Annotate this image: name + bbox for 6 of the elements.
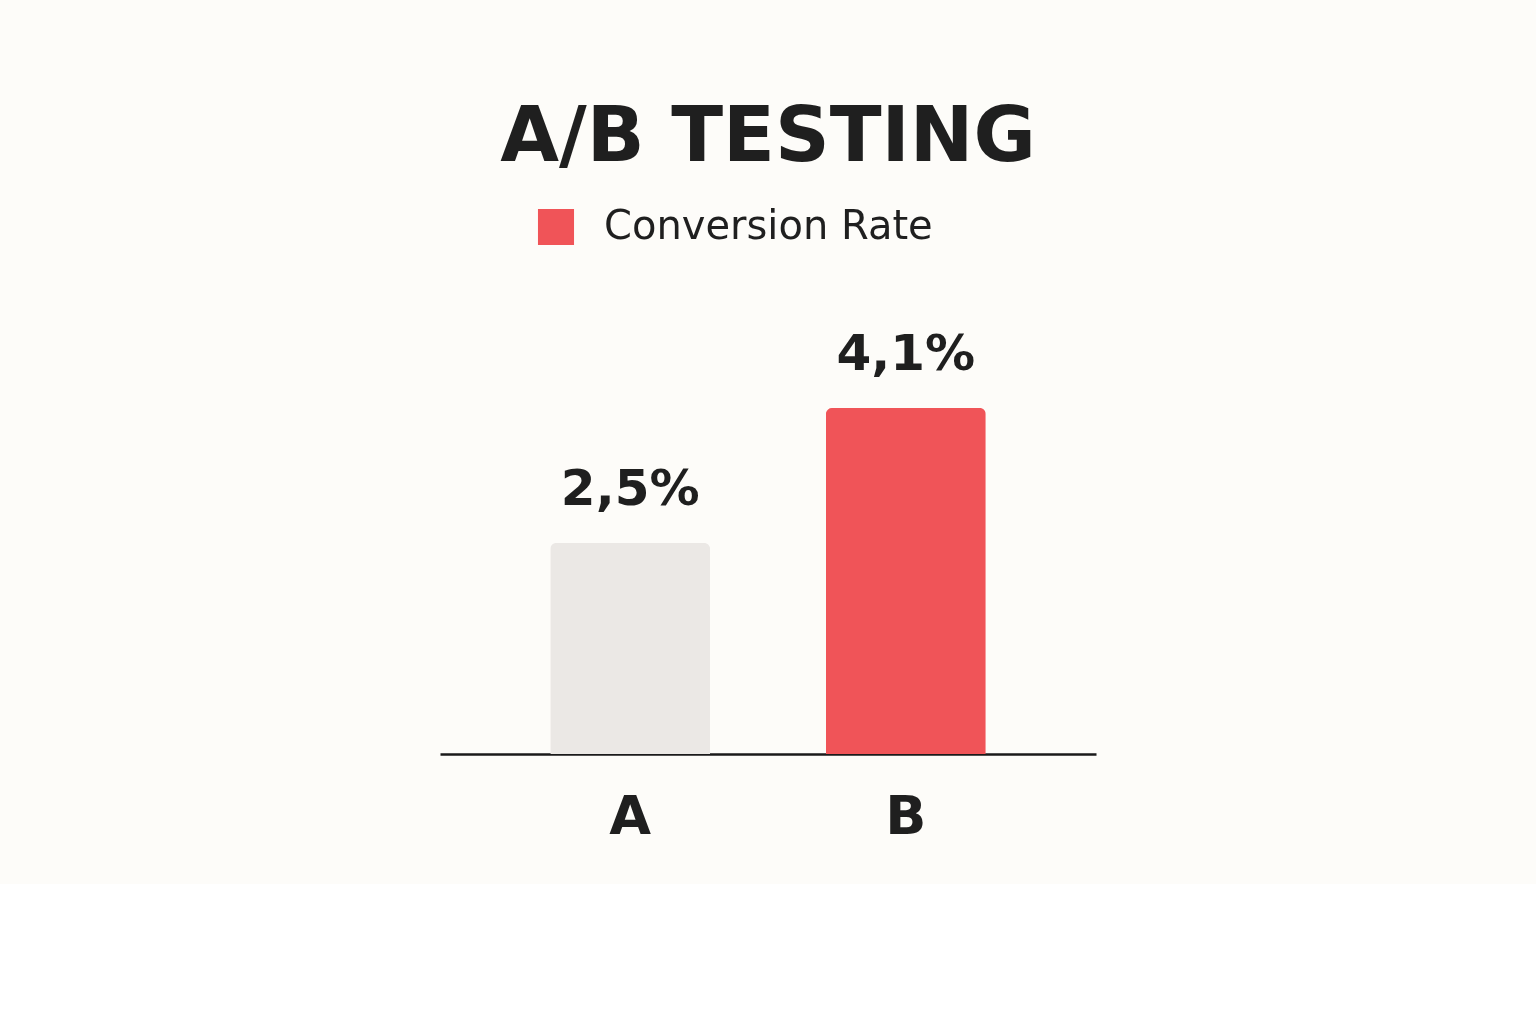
legend-label: Conversion Rate	[604, 202, 933, 248]
chart-title: A/B TESTING	[500, 90, 1036, 179]
data-label: 2,5%	[560, 459, 700, 518]
data-label: 4,1%	[836, 324, 976, 382]
x-tick-label: B	[885, 783, 927, 847]
x-tick-label: A	[609, 783, 652, 847]
